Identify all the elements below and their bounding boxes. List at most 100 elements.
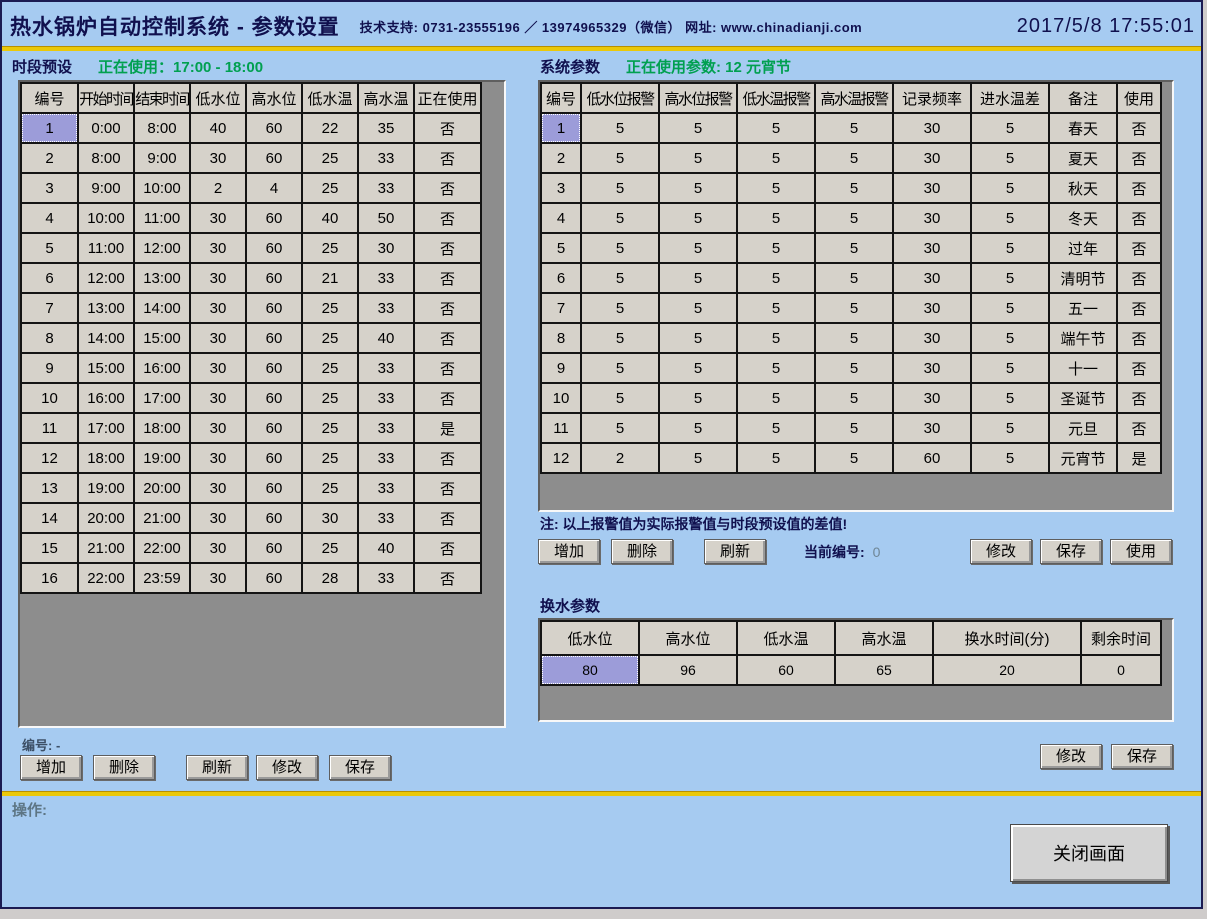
cell[interactable]: 5: [814, 172, 894, 204]
water-save-button[interactable]: 保存: [1111, 744, 1173, 769]
cell[interactable]: 33: [357, 502, 415, 534]
cell[interactable]: 5: [736, 412, 816, 444]
cell[interactable]: 25: [301, 322, 359, 354]
cell[interactable]: 30: [189, 442, 247, 474]
cell[interactable]: 22: [301, 112, 359, 144]
cell[interactable]: 60: [245, 382, 303, 414]
cell[interactable]: 否: [413, 202, 482, 234]
cell[interactable]: 30: [189, 502, 247, 534]
cell[interactable]: 25: [301, 292, 359, 324]
cell[interactable]: 1: [540, 112, 582, 144]
cell[interactable]: 9: [540, 352, 582, 384]
cell[interactable]: 8:00: [77, 142, 135, 174]
system-refresh-button[interactable]: 刷新: [704, 539, 766, 564]
cell[interactable]: 5: [970, 412, 1050, 444]
cell[interactable]: 14:00: [77, 322, 135, 354]
cell[interactable]: 23:59: [133, 562, 191, 594]
cell[interactable]: 0: [1080, 654, 1162, 686]
cell[interactable]: 60: [245, 292, 303, 324]
cell[interactable]: 否: [413, 532, 482, 564]
cell[interactable]: 17:00: [133, 382, 191, 414]
cell[interactable]: 5: [970, 352, 1050, 384]
cell[interactable]: 60: [245, 502, 303, 534]
cell[interactable]: 30: [301, 502, 359, 534]
cell[interactable]: 30: [892, 232, 972, 264]
cell[interactable]: 5: [658, 172, 738, 204]
cell[interactable]: 清明节: [1048, 262, 1118, 294]
cell[interactable]: 80: [540, 654, 640, 686]
cell[interactable]: 25: [301, 352, 359, 384]
cell[interactable]: 25: [301, 412, 359, 444]
cell[interactable]: 30: [892, 142, 972, 174]
cell[interactable]: 19:00: [133, 442, 191, 474]
cell[interactable]: 4: [540, 202, 582, 234]
cell[interactable]: 5: [736, 112, 816, 144]
cell[interactable]: 否: [413, 562, 482, 594]
cell[interactable]: 30: [189, 382, 247, 414]
cell[interactable]: 17:00: [77, 412, 135, 444]
cell[interactable]: 20:00: [77, 502, 135, 534]
cell[interactable]: 5: [658, 352, 738, 384]
cell[interactable]: 16:00: [133, 352, 191, 384]
cell[interactable]: 5: [540, 232, 582, 264]
cell[interactable]: 五一: [1048, 292, 1118, 324]
cell[interactable]: 60: [736, 654, 836, 686]
cell[interactable]: 是: [413, 412, 482, 444]
cell[interactable]: 5: [814, 142, 894, 174]
cell[interactable]: 8: [20, 322, 79, 354]
cell[interactable]: 1: [20, 112, 79, 144]
cell[interactable]: 2: [20, 142, 79, 174]
schedule-refresh-button[interactable]: 刷新: [186, 755, 248, 780]
cell[interactable]: 30: [892, 202, 972, 234]
cell[interactable]: 12:00: [133, 232, 191, 264]
cell[interactable]: 5: [970, 172, 1050, 204]
cell[interactable]: 60: [245, 532, 303, 564]
cell[interactable]: 否: [413, 472, 482, 504]
system-add-button[interactable]: 增加: [538, 539, 600, 564]
cell[interactable]: 30: [892, 382, 972, 414]
cell[interactable]: 30: [189, 352, 247, 384]
close-screen-button[interactable]: 关闭画面: [1010, 824, 1168, 882]
cell[interactable]: 5: [970, 262, 1050, 294]
cell[interactable]: 5: [736, 442, 816, 474]
cell[interactable]: 圣诞节: [1048, 382, 1118, 414]
cell[interactable]: 4: [20, 202, 79, 234]
cell[interactable]: 60: [245, 472, 303, 504]
cell[interactable]: 30: [189, 562, 247, 594]
cell[interactable]: 21:00: [133, 502, 191, 534]
cell[interactable]: 8:00: [133, 112, 191, 144]
cell[interactable]: 25: [301, 232, 359, 264]
cell[interactable]: 25: [301, 472, 359, 504]
cell[interactable]: 5: [580, 322, 660, 354]
cell[interactable]: 十一: [1048, 352, 1118, 384]
cell[interactable]: 5: [736, 292, 816, 324]
cell[interactable]: 端午节: [1048, 322, 1118, 354]
cell[interactable]: 2: [540, 142, 582, 174]
cell[interactable]: 5: [970, 322, 1050, 354]
cell[interactable]: 5: [580, 262, 660, 294]
cell[interactable]: 33: [357, 382, 415, 414]
cell[interactable]: 30: [892, 412, 972, 444]
cell[interactable]: 13:00: [133, 262, 191, 294]
cell[interactable]: 5: [814, 322, 894, 354]
cell[interactable]: 12: [20, 442, 79, 474]
cell[interactable]: 5: [736, 172, 816, 204]
schedule-save-button[interactable]: 保存: [329, 755, 391, 780]
cell[interactable]: 5: [658, 442, 738, 474]
cell[interactable]: 30: [189, 532, 247, 564]
cell[interactable]: 20:00: [133, 472, 191, 504]
cell[interactable]: 15:00: [133, 322, 191, 354]
cell[interactable]: 5: [736, 142, 816, 174]
cell[interactable]: 否: [413, 172, 482, 204]
cell[interactable]: 否: [1116, 142, 1162, 174]
cell[interactable]: 否: [1116, 202, 1162, 234]
cell[interactable]: 11:00: [77, 232, 135, 264]
cell[interactable]: 33: [357, 412, 415, 444]
cell[interactable]: 33: [357, 352, 415, 384]
cell[interactable]: 30: [892, 112, 972, 144]
cell[interactable]: 18:00: [133, 412, 191, 444]
cell[interactable]: 60: [245, 442, 303, 474]
cell[interactable]: 25: [301, 532, 359, 564]
cell[interactable]: 夏天: [1048, 142, 1118, 174]
cell[interactable]: 30: [892, 292, 972, 324]
